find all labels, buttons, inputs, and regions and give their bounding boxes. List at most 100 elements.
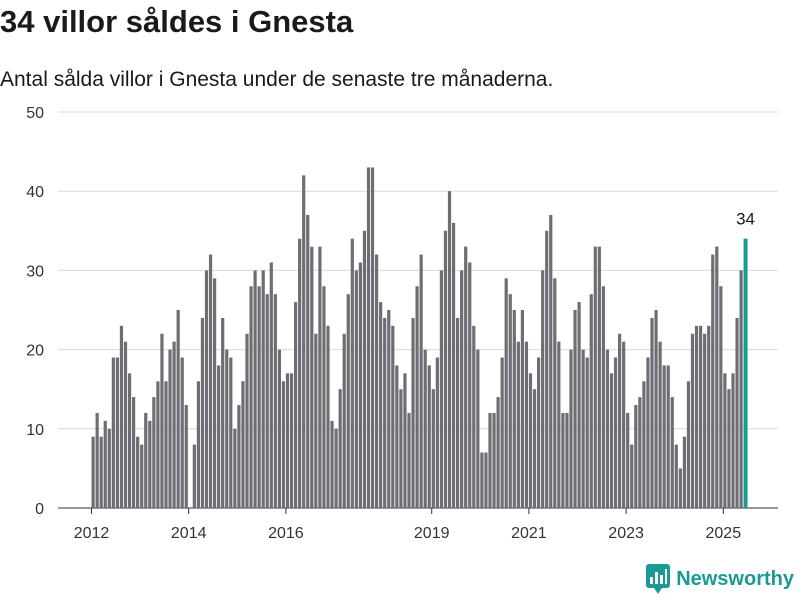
bar [281,381,286,508]
bar [107,428,111,508]
bar [306,214,310,508]
bar [184,405,188,508]
bar [269,262,273,508]
bar [318,246,322,508]
bar [391,325,395,508]
bar [601,286,605,508]
bar [508,294,512,508]
bar [192,444,196,508]
bar [488,412,492,508]
bar [711,254,715,508]
bar [662,365,666,508]
bar [561,412,565,508]
bar [253,270,257,508]
bar [160,333,164,508]
bar [690,333,695,508]
bar [419,254,423,508]
bar [472,325,476,508]
bar [294,302,298,508]
bar [172,341,176,508]
bar [512,310,516,508]
bar [524,341,529,508]
highlight-value-label: 34 [736,210,755,229]
bar [411,317,415,508]
bar [658,341,662,508]
bar [456,317,460,508]
bar [362,230,367,509]
bar [310,246,314,508]
x-tick-label: 2014 [171,525,207,542]
bar [715,246,719,508]
bar [618,333,622,508]
bar [723,373,727,508]
bar [504,278,508,508]
bar [569,349,573,508]
bar [694,325,699,508]
bar [577,302,581,508]
y-tick-label: 10 [26,422,44,439]
bar [707,325,711,508]
bar [581,349,585,508]
bar [439,270,443,508]
bar [298,238,302,508]
bar [395,365,399,508]
x-tick-label: 2025 [706,525,742,542]
x-tick-label: 2021 [511,525,547,542]
bar [237,405,241,508]
bar [164,381,168,508]
bar [265,294,269,508]
bar [213,278,217,508]
bar [670,397,674,508]
bar [277,349,281,508]
x-tick-label: 2019 [414,525,450,542]
bar [642,381,646,508]
bar [115,357,119,508]
bar [261,270,265,508]
bar [565,412,569,508]
bar [553,278,557,508]
bar [549,214,553,508]
bar [342,333,346,508]
bar [176,310,180,508]
chart-subtitle: Antal sålda villor i Gnesta under de sen… [0,68,554,91]
bar [204,270,209,508]
bar [727,389,731,508]
bar [431,389,435,508]
bar [180,357,184,508]
bar [532,389,537,508]
brand-name: Newsworthy [676,567,794,590]
bar [415,286,419,508]
bar [399,389,403,508]
bar [427,365,431,508]
bar [622,341,626,508]
bar [520,310,524,508]
bar [484,452,488,508]
bar [322,286,326,508]
bar [593,246,597,508]
bar [674,444,678,508]
bar [196,381,200,508]
bar [719,286,723,508]
bar [152,397,156,508]
bar [423,349,427,508]
bar [609,373,614,508]
bar [545,230,549,509]
bar [245,333,249,508]
bar [468,262,472,508]
bar [358,262,362,508]
bar [589,294,593,508]
bar [447,191,452,508]
bar [221,317,225,508]
bar [443,230,448,509]
bar [686,381,691,508]
chart-title: 34 villor såldes i Gnesta [0,4,354,39]
bar [541,270,545,508]
newsworthy-logo-icon [646,564,671,594]
bar [464,246,468,508]
bar [375,254,379,508]
bar [289,373,294,508]
bar [500,357,504,508]
bar [366,167,371,508]
bar [241,381,245,508]
bar [314,333,318,508]
